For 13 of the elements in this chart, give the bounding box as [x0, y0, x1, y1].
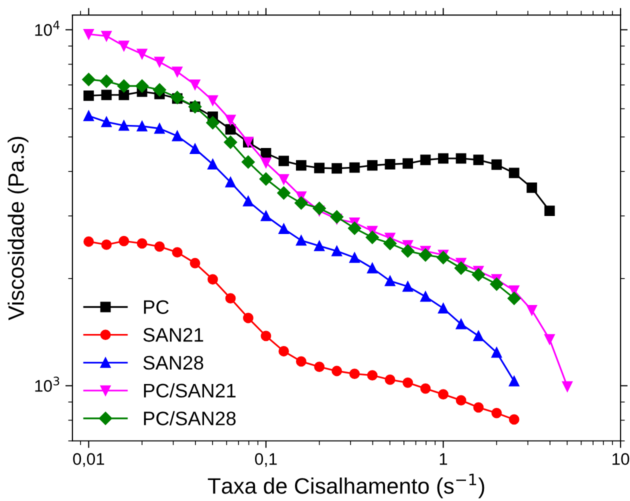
- x-tick-label: 0,1: [255, 453, 277, 467]
- legend-label: PC/SAN28: [144, 411, 236, 426]
- y-tick-label: 10$^{4}$: [35, 20, 60, 36]
- x-tick-label: 1: [440, 453, 448, 465]
- legend-label: PC/SAN21: [144, 383, 236, 398]
- legend-label: PC: [144, 300, 169, 314]
- legend-label: SAN21: [143, 328, 204, 342]
- y-axis-title: Viscosidade (Pa.s): [8, 136, 28, 320]
- x-tick-label: 10: [612, 453, 630, 465]
- x-axis-title: Taxa de Cisalhamento (s$^{−1}$): [208, 474, 484, 498]
- legend-label: SAN28: [143, 356, 204, 370]
- y-tick-label: 10$^{3}$: [35, 376, 60, 392]
- x-tick-label: 0,01: [73, 453, 104, 467]
